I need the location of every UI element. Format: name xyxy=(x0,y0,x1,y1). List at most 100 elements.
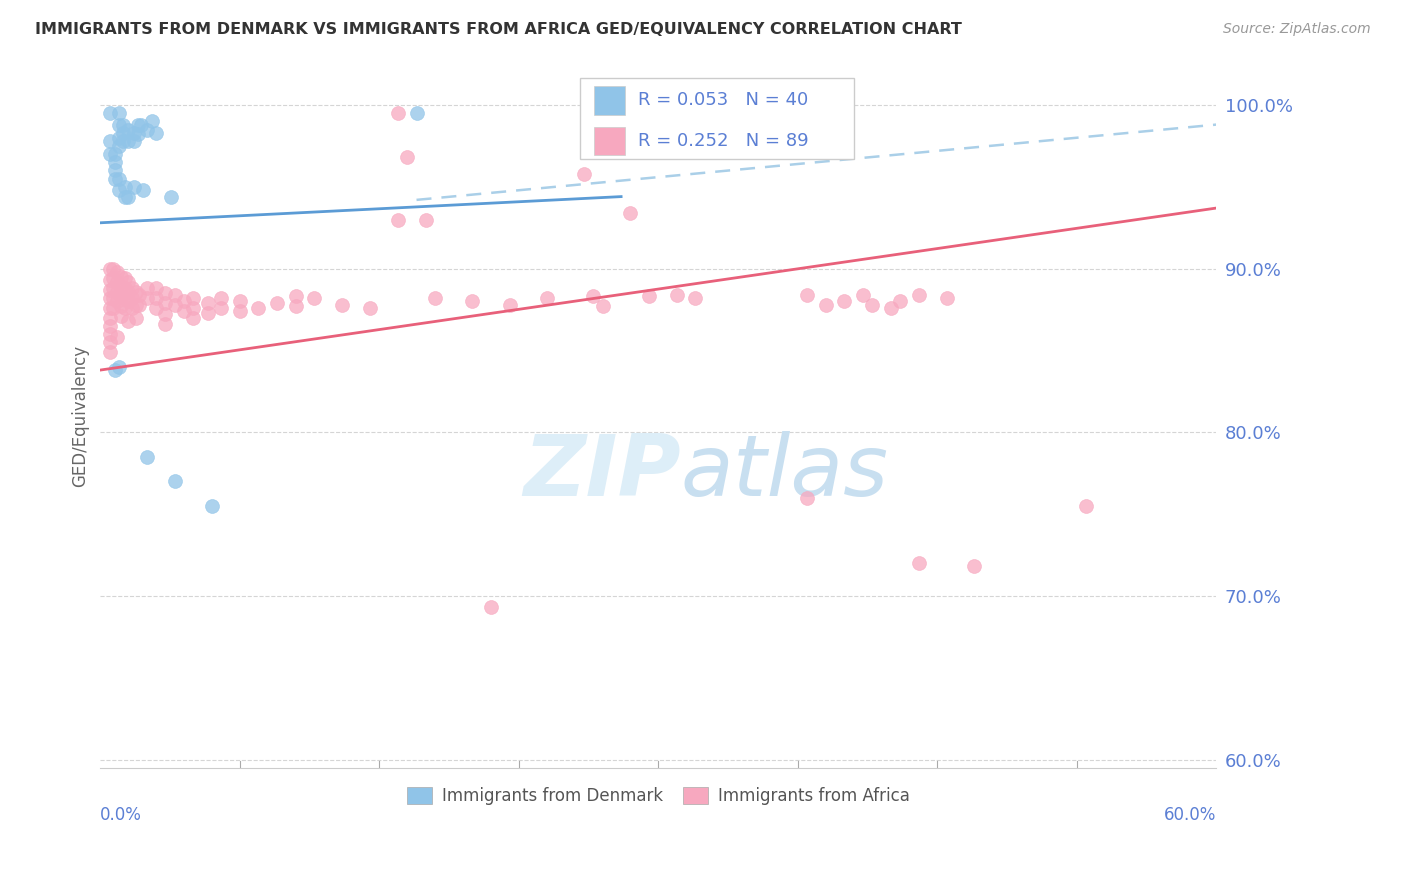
Point xyxy=(108,118,131,132)
Point xyxy=(98,310,121,325)
Point xyxy=(183,291,205,305)
Point xyxy=(302,291,325,305)
Point xyxy=(247,301,270,315)
Point xyxy=(117,134,139,148)
Point xyxy=(197,306,219,320)
Point xyxy=(387,106,409,120)
Point xyxy=(111,134,134,148)
Point xyxy=(114,189,136,203)
Point xyxy=(128,287,150,301)
Bar xyxy=(593,87,624,114)
Point xyxy=(114,301,136,315)
Point xyxy=(98,261,121,276)
Point xyxy=(108,106,131,120)
Point xyxy=(103,261,125,276)
Point xyxy=(98,134,121,148)
Point xyxy=(359,301,381,315)
Point xyxy=(145,301,167,315)
Text: atlas: atlas xyxy=(681,431,889,514)
Point xyxy=(104,363,127,377)
Point xyxy=(284,299,307,313)
Point xyxy=(685,106,707,120)
Point xyxy=(536,291,558,305)
Point xyxy=(111,126,134,140)
Point xyxy=(110,299,132,313)
Point xyxy=(685,291,707,305)
Point xyxy=(122,179,145,194)
Point xyxy=(129,118,152,132)
Point xyxy=(796,287,818,301)
Point xyxy=(114,281,136,295)
Point xyxy=(114,179,136,194)
Point xyxy=(498,297,520,311)
Point xyxy=(108,359,131,374)
Point xyxy=(108,130,131,145)
Point xyxy=(98,318,121,333)
Point xyxy=(117,294,139,309)
Point xyxy=(135,281,157,295)
Point xyxy=(110,269,132,284)
Point xyxy=(105,330,128,344)
Point xyxy=(104,163,127,178)
Point xyxy=(110,279,132,293)
Point xyxy=(183,301,205,315)
Point xyxy=(396,150,419,164)
Point xyxy=(572,167,595,181)
Point xyxy=(103,271,125,285)
Point xyxy=(201,499,224,513)
Point xyxy=(860,297,883,311)
Point xyxy=(197,296,219,310)
Point xyxy=(638,289,661,303)
Text: ZIP: ZIP xyxy=(523,431,681,514)
Text: 0.0%: 0.0% xyxy=(100,806,142,824)
Point xyxy=(721,106,744,120)
Point xyxy=(122,134,145,148)
Point xyxy=(880,301,903,315)
Text: IMMIGRANTS FROM DENMARK VS IMMIGRANTS FROM AFRICA GED/EQUIVALENCY CORRELATION CH: IMMIGRANTS FROM DENMARK VS IMMIGRANTS FR… xyxy=(35,22,962,37)
Point xyxy=(108,139,131,153)
Point xyxy=(935,291,957,305)
Point xyxy=(104,171,127,186)
Point xyxy=(183,310,205,325)
Point xyxy=(173,294,195,309)
Point xyxy=(582,289,605,303)
Point xyxy=(117,275,139,289)
Point xyxy=(209,291,232,305)
Point xyxy=(105,275,128,289)
Point xyxy=(479,600,502,615)
Point xyxy=(125,285,148,299)
Bar xyxy=(593,127,624,155)
Point xyxy=(128,297,150,311)
Point xyxy=(141,114,163,128)
Text: R = 0.053   N = 40: R = 0.053 N = 40 xyxy=(638,92,808,110)
Point xyxy=(103,281,125,295)
Point xyxy=(814,297,837,311)
Point xyxy=(117,285,139,299)
Point xyxy=(163,475,186,489)
Point xyxy=(619,206,641,220)
Point xyxy=(155,286,177,301)
Point xyxy=(117,122,139,136)
Point xyxy=(117,314,139,328)
Point xyxy=(114,271,136,285)
Point xyxy=(387,212,409,227)
Point xyxy=(121,281,143,295)
Point xyxy=(266,296,288,310)
Point xyxy=(110,309,132,323)
Point xyxy=(111,118,134,132)
Point xyxy=(135,291,157,305)
Point xyxy=(103,291,125,305)
Point xyxy=(160,189,183,203)
Point xyxy=(963,559,986,574)
Point xyxy=(415,212,437,227)
Point xyxy=(665,287,688,301)
Point xyxy=(98,345,121,359)
Point xyxy=(796,491,818,505)
Point xyxy=(423,291,446,305)
Point xyxy=(163,287,186,301)
Point xyxy=(125,297,148,311)
Point xyxy=(145,281,167,295)
Point xyxy=(284,289,307,303)
Point xyxy=(104,155,127,169)
Point xyxy=(155,296,177,310)
